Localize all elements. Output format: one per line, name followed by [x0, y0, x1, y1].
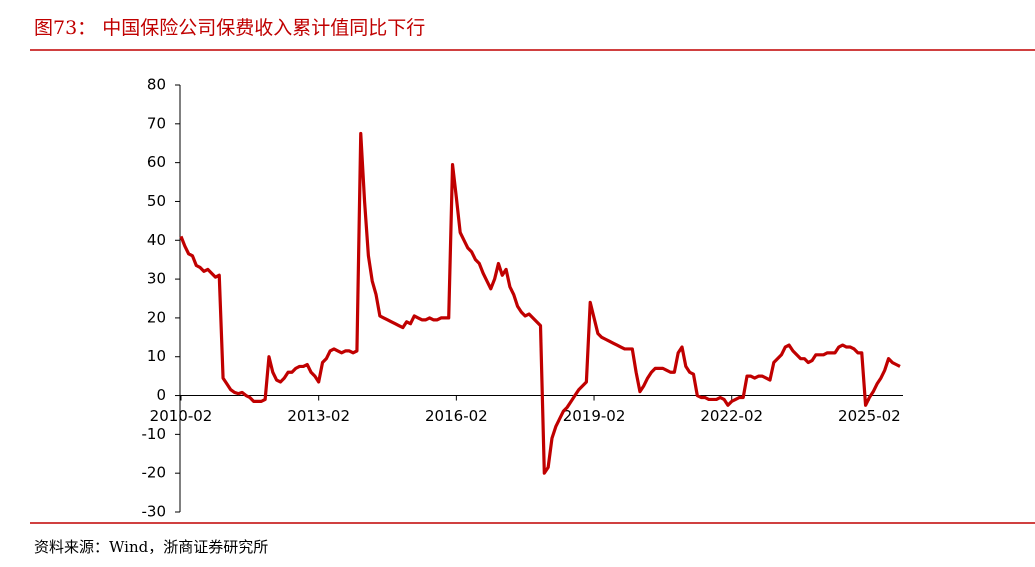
x-tick-label: 2025-02: [838, 407, 901, 425]
y-tick-label: -10: [142, 425, 167, 443]
y-tick-label: 30: [147, 270, 166, 288]
x-tick-label: 2010-02: [150, 407, 213, 425]
y-tick-label: 70: [147, 114, 166, 132]
y-tick-label: -20: [142, 464, 167, 482]
y-tick-label: -30: [142, 503, 167, 521]
x-tick-label: 2013-02: [287, 407, 350, 425]
y-tick-label: 0: [156, 386, 166, 404]
y-tick-label: 60: [147, 153, 166, 171]
y-tick-label: 20: [147, 308, 166, 326]
x-tick-label: 2016-02: [425, 407, 488, 425]
y-tick-label: 10: [147, 347, 166, 365]
chart-title: 图73： 中国保险公司保费收入累计值同比下行: [34, 17, 425, 39]
x-tick-label: 2019-02: [563, 407, 626, 425]
y-tick-label: 50: [147, 192, 166, 210]
y-tick-label: 80: [147, 76, 166, 94]
source-note: 资料来源：Wind，浙商证券研究所: [34, 538, 268, 556]
y-tick-label: 40: [147, 231, 166, 249]
x-tick-label: 2022-02: [700, 407, 763, 425]
data-line: [179, 131, 901, 475]
